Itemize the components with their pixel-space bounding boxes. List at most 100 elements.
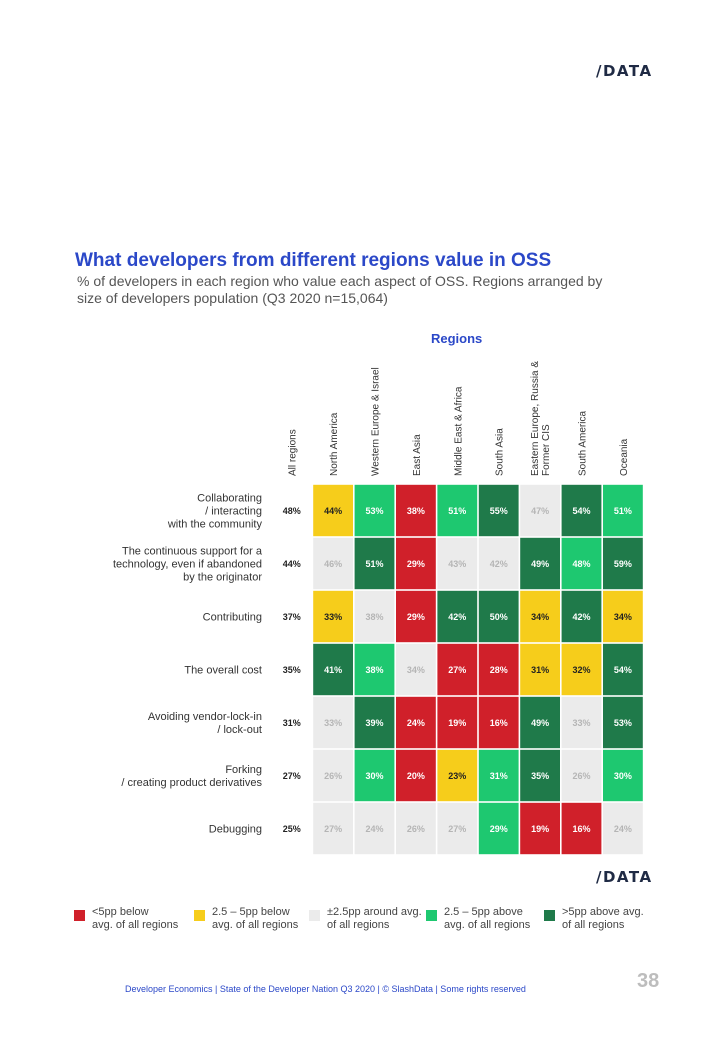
cell-value: 24% xyxy=(407,718,425,728)
heatmap-cell xyxy=(271,484,312,537)
cell-value: 27% xyxy=(324,824,342,834)
cell-value: 54% xyxy=(614,665,632,675)
cell-value: 42% xyxy=(572,612,590,622)
row-label: Contributing xyxy=(203,612,262,624)
cell-value: 42% xyxy=(448,612,466,622)
legend-text: 2.5 – 5pp above avg. of all regions xyxy=(444,906,531,931)
heatmap-cell xyxy=(313,643,353,696)
cell-value: 27% xyxy=(448,824,466,834)
heatmap-cell xyxy=(437,643,478,696)
cell-value: 39% xyxy=(365,718,383,728)
cell-value: 26% xyxy=(324,771,342,781)
cell-value: 43% xyxy=(448,559,466,569)
cell-value: 49% xyxy=(531,559,549,569)
footer-text: Developer Economics | State of the Devel… xyxy=(125,984,526,994)
cell-value: 53% xyxy=(365,506,383,516)
row-label: Debugging xyxy=(209,824,262,836)
cell-value: 34% xyxy=(531,612,549,622)
heatmap-cell xyxy=(313,802,353,855)
heatmap-cell xyxy=(437,749,478,802)
column-label: Eastern Europe, Russia &Former CIS xyxy=(530,361,552,476)
heatmap-cell xyxy=(437,590,478,643)
cell-value: 31% xyxy=(531,665,549,675)
page-number: 38 xyxy=(637,970,660,992)
heatmap-cell xyxy=(478,802,519,855)
heatmap-cell xyxy=(437,696,478,749)
column-label: Western Europe & Israel xyxy=(371,367,382,476)
column-label: Oceania xyxy=(619,438,630,476)
heatmap-cell xyxy=(313,696,353,749)
heatmap-chart: All regions North America Western Europe &… xyxy=(113,361,643,855)
cell-value: 24% xyxy=(614,824,632,834)
heatmap-cell xyxy=(561,484,602,537)
row-label: Collaborating / interacting with the commu… xyxy=(167,493,263,531)
cell-value: 27% xyxy=(448,665,466,675)
heatmap-cell xyxy=(437,537,478,590)
heatmap-cell xyxy=(354,590,395,643)
cell-value: 38% xyxy=(407,506,425,516)
heatmap-cell xyxy=(478,590,519,643)
cell-value: 44% xyxy=(283,559,301,569)
heatmap-cell xyxy=(520,484,560,537)
heatmap-cell xyxy=(396,484,436,537)
heatmap-cell xyxy=(313,590,353,643)
heatmap-cell xyxy=(561,643,602,696)
cell-value: 31% xyxy=(490,771,508,781)
heatmap-cell xyxy=(561,749,602,802)
legend-swatch-grey xyxy=(309,910,320,921)
chart-subtitle: % of developers in each region who value… xyxy=(77,273,603,306)
cell-value: 33% xyxy=(324,612,342,622)
cell-value: 24% xyxy=(365,824,383,834)
heatmap-cell xyxy=(603,484,643,537)
heatmap-cell xyxy=(313,537,353,590)
cell-value: 44% xyxy=(324,506,342,516)
heatmap-cell xyxy=(354,749,395,802)
cell-value: 55% xyxy=(490,506,508,516)
cell-value: 23% xyxy=(448,771,466,781)
legend-text: ±2.5pp around avg. of all regions xyxy=(327,906,422,931)
heatmap-cell xyxy=(561,590,602,643)
heatmap-cell xyxy=(354,802,395,855)
cell-value: 48% xyxy=(283,506,301,516)
cell-value: 28% xyxy=(490,665,508,675)
legend-text: >5pp above avg. of all regions xyxy=(562,906,644,931)
heatmap-cell xyxy=(354,484,395,537)
heatmap-cell xyxy=(396,590,436,643)
legend-text: <5pp below avg. of all regions xyxy=(92,906,179,931)
heatmap-cell xyxy=(561,696,602,749)
cell-value: 41% xyxy=(324,665,342,675)
row-label: Avoiding vendor-lock-in / lock-out xyxy=(148,711,262,736)
heatmap-cell xyxy=(271,696,312,749)
heatmap-cell xyxy=(561,802,602,855)
chart-title: What developers from different regions v… xyxy=(75,250,552,271)
heatmap-cell xyxy=(478,537,519,590)
cell-value: 53% xyxy=(614,718,632,728)
cell-value: 30% xyxy=(614,771,632,781)
cell-value: 48% xyxy=(572,559,590,569)
column-label: South America xyxy=(578,411,589,476)
cell-value: 51% xyxy=(614,506,632,516)
legend: <5pp below avg. of all regions 2.5 – 5pp … xyxy=(74,906,694,946)
row-label: The continuous support for a technology, … xyxy=(113,546,263,584)
cell-value: 46% xyxy=(324,559,342,569)
heatmap-cell xyxy=(437,484,478,537)
heatmap-cell xyxy=(603,643,643,696)
cell-value: 47% xyxy=(531,506,549,516)
column-label: Middle East & Africa xyxy=(453,386,464,476)
regions-header: Regions xyxy=(431,331,483,346)
heatmap-cell xyxy=(603,749,643,802)
cell-value: 37% xyxy=(283,612,301,622)
heatmap-cell xyxy=(396,802,436,855)
cell-value: 51% xyxy=(448,506,466,516)
heatmap-cell xyxy=(271,590,312,643)
heatmap-cell xyxy=(313,749,353,802)
cell-value: 26% xyxy=(572,771,590,781)
row-label: Forking / creating product derivatives xyxy=(121,764,262,789)
cell-value: 29% xyxy=(490,824,508,834)
cell-value: 33% xyxy=(572,718,590,728)
heatmap-cell xyxy=(603,590,643,643)
legend-text: 2.5 – 5pp below avg. of all regions xyxy=(212,906,299,931)
heatmap-cell xyxy=(313,484,353,537)
slashdata-logo-bottom: /DATA xyxy=(596,868,653,886)
heatmap-cell xyxy=(520,802,560,855)
